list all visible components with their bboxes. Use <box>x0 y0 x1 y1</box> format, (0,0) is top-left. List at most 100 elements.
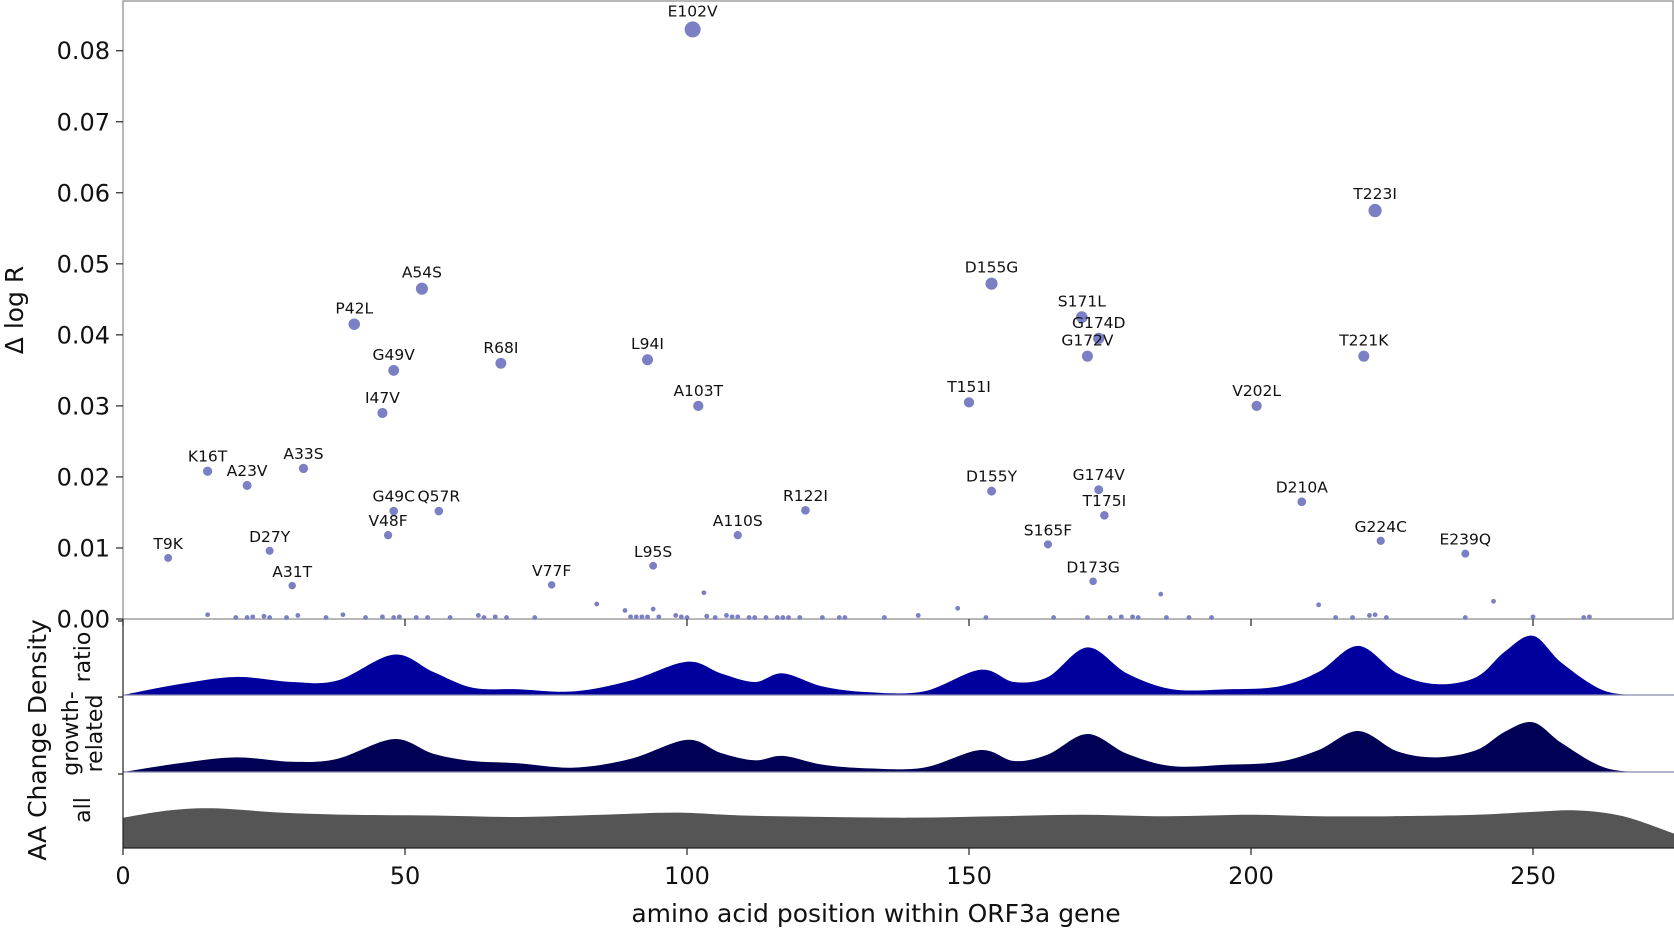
small-point <box>746 615 752 620</box>
x-tick-label: 150 <box>946 862 992 890</box>
density-area <box>123 721 1674 773</box>
small-point <box>1186 615 1192 620</box>
y-tick-label: 0.03 <box>57 392 110 420</box>
data-point <box>1089 577 1097 586</box>
small-point <box>1383 615 1389 620</box>
small-point <box>1118 614 1124 620</box>
y-tick-label: 0.00 <box>57 606 110 634</box>
point-label: P42L <box>335 299 373 317</box>
data-point <box>202 466 213 476</box>
small-point <box>955 605 961 611</box>
point-label: D210A <box>1276 478 1329 496</box>
small-point <box>786 615 791 620</box>
small-point <box>678 614 684 620</box>
small-point <box>396 614 402 620</box>
small-point <box>704 613 710 619</box>
small-point <box>1130 614 1135 620</box>
x-axis-label: amino acid position within ORF3a gene <box>631 899 1120 928</box>
small-point <box>763 615 769 620</box>
point-label: T175I <box>1082 492 1127 510</box>
small-point <box>701 590 707 596</box>
small-point <box>797 615 803 620</box>
small-point <box>250 614 256 620</box>
data-point <box>388 364 400 376</box>
data-point <box>547 581 556 589</box>
small-point <box>1209 615 1214 620</box>
point-label: E102V <box>668 2 718 20</box>
y-axis-label: Δ log R <box>0 266 29 354</box>
axes: 0.00 0.01 0.02 0.03 0.04 0.05 0.06 0.07 0.08 0 50 1… <box>57 37 1674 890</box>
small-point <box>481 615 487 620</box>
y-tick-label: 0.07 <box>57 108 110 136</box>
small-point <box>684 615 690 620</box>
point-label: D155Y <box>966 468 1018 486</box>
small-point <box>295 613 301 618</box>
density-panels: ratio growth-related all <box>59 632 1674 848</box>
data-point <box>348 318 360 330</box>
data-point <box>1297 497 1307 507</box>
data-point <box>164 553 173 562</box>
data-point <box>1358 350 1370 362</box>
data-point <box>801 505 810 515</box>
data-point <box>1251 400 1262 412</box>
point-label: G174D <box>1072 314 1126 332</box>
small-point <box>475 613 481 618</box>
data-point <box>383 531 393 540</box>
data-point <box>377 407 388 419</box>
scatter-frame <box>122 0 1674 620</box>
small-point <box>391 615 397 620</box>
small-point <box>1350 615 1355 620</box>
small-point <box>1462 615 1468 620</box>
small-point <box>656 614 662 620</box>
small-point <box>323 615 329 620</box>
density-panel-label: growth- <box>59 691 84 776</box>
y-tick-label: 0.06 <box>57 179 110 207</box>
data-point <box>434 506 444 516</box>
small-point <box>267 615 273 620</box>
small-point <box>983 615 989 620</box>
small-point <box>284 615 289 620</box>
small-point <box>504 615 509 620</box>
point-label: R122I <box>783 487 828 505</box>
point-label: T221K <box>1338 332 1389 350</box>
data-point <box>1461 549 1470 558</box>
data-point <box>693 400 704 412</box>
small-point <box>724 613 729 618</box>
point-label: L95S <box>634 543 672 561</box>
data-point <box>288 581 296 590</box>
small-point <box>842 615 848 620</box>
data-point <box>642 354 654 366</box>
small-point <box>594 601 600 607</box>
small-point <box>712 615 718 620</box>
density-area <box>123 808 1674 848</box>
data-point <box>733 531 742 540</box>
data-point <box>265 546 274 555</box>
small-point <box>1107 615 1113 620</box>
density-panel-label: all <box>71 797 96 823</box>
data-point <box>684 21 701 38</box>
small-point <box>1581 615 1587 620</box>
data-point <box>242 480 252 490</box>
data-point <box>1076 311 1088 323</box>
x-tick-label: 200 <box>1228 862 1274 890</box>
x-tick-label: 50 <box>390 862 421 890</box>
data-point <box>985 277 998 290</box>
point-label: K16T <box>188 448 228 466</box>
point-label: D155G <box>965 259 1019 277</box>
small-point <box>729 614 735 620</box>
point-label: D27Y <box>249 528 291 546</box>
small-point <box>1530 614 1536 620</box>
small-point <box>340 612 346 618</box>
point-label: T223I <box>1352 185 1397 203</box>
x-tick-label: 250 <box>1510 862 1556 890</box>
point-label: G49V <box>373 346 416 364</box>
point-label: T9K <box>152 535 183 553</box>
y-tick-label: 0.01 <box>57 534 110 562</box>
small-point <box>1164 615 1169 620</box>
y-tick-label: 0.02 <box>57 463 110 491</box>
small-point <box>1051 615 1056 620</box>
small-point <box>650 606 656 612</box>
x-tick-label: 0 <box>115 862 130 890</box>
